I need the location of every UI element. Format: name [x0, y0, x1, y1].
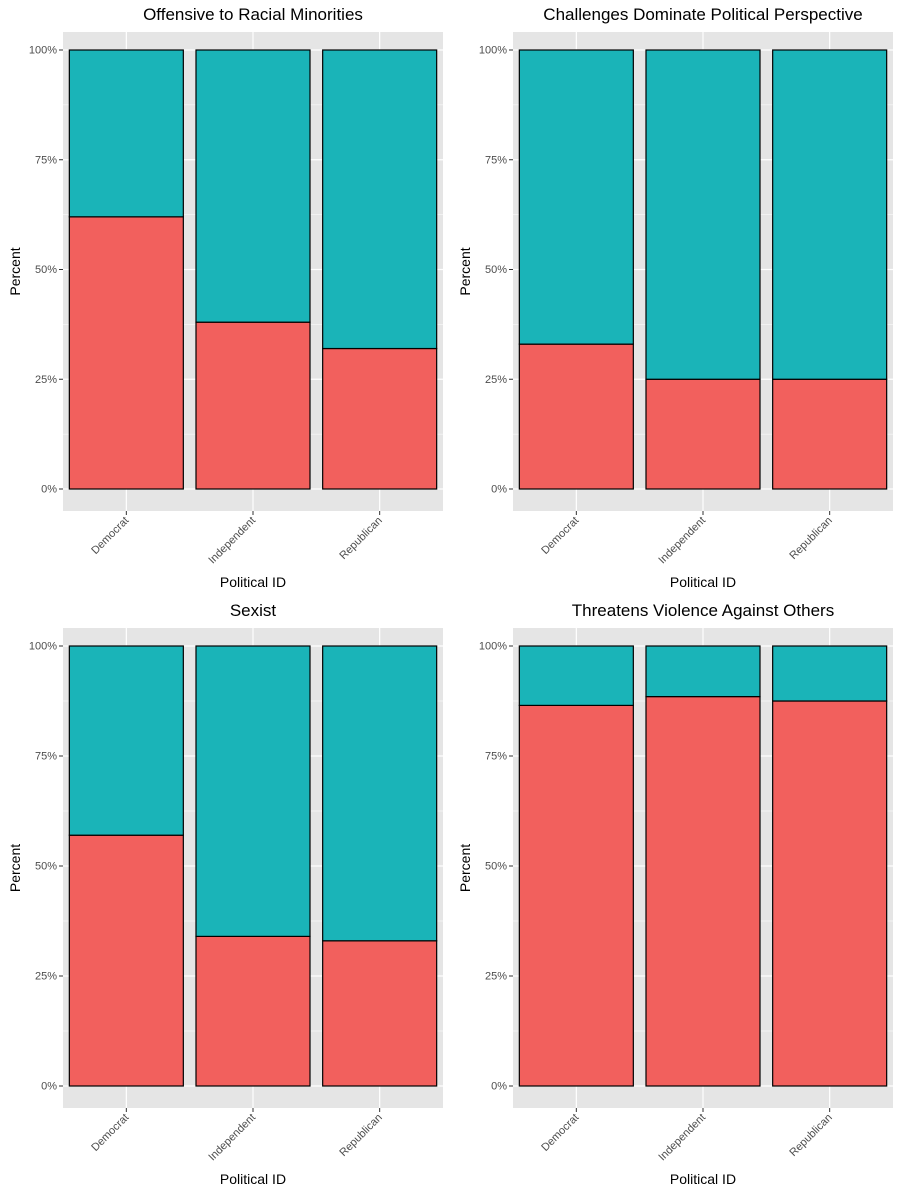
- chart-panel: 0% 25% 50% 75% 100% Democrat Independent Republ…: [457, 601, 893, 1187]
- bar-segment: [322, 49, 438, 350]
- bar-segment: [68, 49, 184, 218]
- y-tick-label: 50%: [35, 861, 57, 873]
- chart-title: Challenges Dominate Political Perspectiv…: [543, 5, 862, 24]
- x-tick-label: Independent: [656, 515, 708, 567]
- bar-segment: [645, 378, 761, 490]
- bar-segment: [772, 700, 888, 1087]
- bar-segment: [322, 347, 438, 490]
- bar-segment: [772, 378, 888, 490]
- y-tick-label: 0%: [491, 484, 507, 496]
- bar-segment: [518, 645, 634, 707]
- x-tick-label: Republican: [337, 515, 384, 562]
- x-axis-label: Political ID: [670, 1171, 736, 1187]
- y-tick-label: 100%: [29, 641, 57, 653]
- y-tick-label: 75%: [35, 751, 57, 763]
- bar-segment: [195, 321, 311, 490]
- bar-segment: [322, 940, 438, 1087]
- x-tick-label: Republican: [787, 515, 834, 562]
- y-axis-label: Percent: [457, 844, 473, 892]
- bar-segment: [68, 645, 184, 836]
- bar-segment: [772, 49, 888, 380]
- bar-segment: [322, 645, 438, 942]
- y-tick-label: 25%: [35, 374, 57, 386]
- chart-panel: 0% 25% 50% 75% 100% Democrat Independent Republ…: [457, 5, 893, 590]
- y-tick-label: 25%: [35, 971, 57, 983]
- y-axis-label: Percent: [7, 844, 23, 892]
- y-axis-label: Percent: [457, 247, 473, 295]
- x-tick-label: Republican: [337, 1112, 384, 1159]
- x-tick-label: Republican: [787, 1112, 834, 1159]
- bar-segment: [195, 935, 311, 1087]
- y-tick-label: 50%: [35, 264, 57, 276]
- x-tick-label: Democrat: [539, 1112, 581, 1154]
- y-tick-label: 0%: [41, 484, 57, 496]
- y-tick-label: 0%: [41, 1081, 57, 1093]
- bar-segment: [645, 695, 761, 1087]
- chart-title: Offensive to Racial Minorities: [143, 5, 363, 24]
- y-axis-label: Percent: [7, 247, 23, 295]
- bar-segment: [518, 49, 634, 345]
- x-tick-label: Democrat: [539, 515, 581, 557]
- chart-title: Threatens Violence Against Others: [572, 601, 834, 620]
- x-tick-label: Independent: [656, 1112, 708, 1164]
- x-axis-label: Political ID: [220, 574, 286, 590]
- bar-segment: [518, 343, 634, 490]
- bar-segment: [645, 49, 761, 380]
- chart-title: Sexist: [230, 601, 277, 620]
- y-tick-label: 75%: [485, 154, 507, 166]
- bar-segment: [518, 704, 634, 1087]
- x-tick-label: Democrat: [89, 515, 131, 557]
- x-tick-label: Independent: [206, 1112, 258, 1164]
- bar-segment: [195, 645, 311, 937]
- bar-segment: [772, 645, 888, 702]
- y-tick-label: 100%: [479, 45, 507, 57]
- chart-panel: 0% 25% 50% 75% 100% Democrat Independent Republ…: [7, 5, 443, 590]
- bar-segment: [68, 216, 184, 490]
- x-axis-label: Political ID: [220, 1171, 286, 1187]
- y-tick-label: 50%: [485, 264, 507, 276]
- y-tick-label: 0%: [491, 1081, 507, 1093]
- bar-segment: [68, 834, 184, 1087]
- y-tick-label: 75%: [485, 751, 507, 763]
- bar-segment: [195, 49, 311, 323]
- y-tick-label: 75%: [35, 154, 57, 166]
- y-tick-label: 100%: [29, 45, 57, 57]
- y-tick-label: 25%: [485, 374, 507, 386]
- y-tick-label: 50%: [485, 861, 507, 873]
- y-tick-label: 25%: [485, 971, 507, 983]
- x-axis-label: Political ID: [670, 574, 736, 590]
- x-tick-label: Democrat: [89, 1112, 131, 1154]
- x-tick-label: Independent: [206, 515, 258, 567]
- chart-panel: 0% 25% 50% 75% 100% Democrat Independent Republ…: [7, 601, 443, 1187]
- y-tick-label: 100%: [479, 641, 507, 653]
- bar-segment: [645, 645, 761, 698]
